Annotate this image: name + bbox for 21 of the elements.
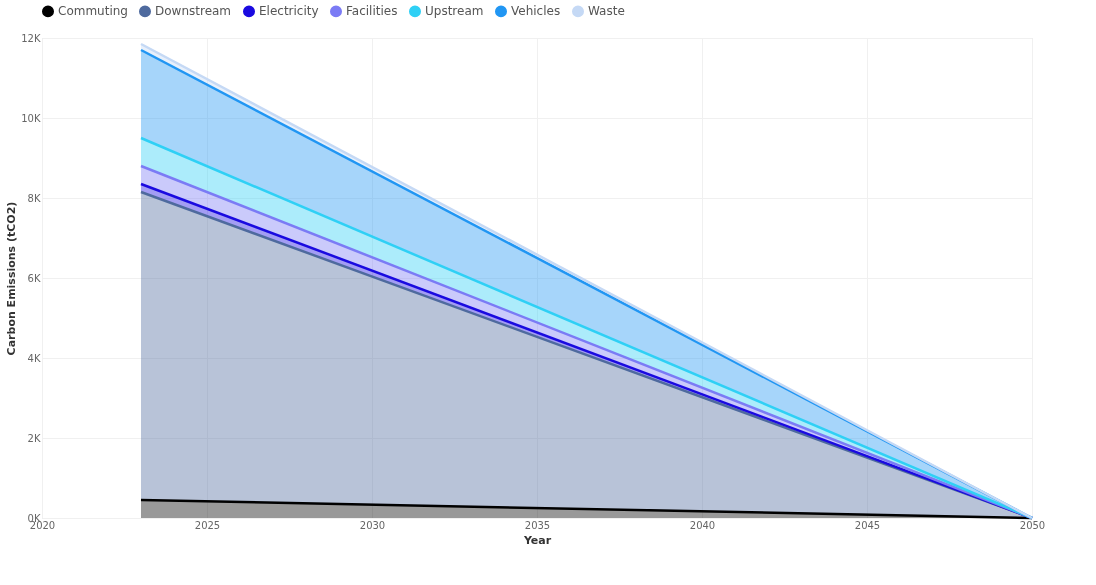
legend-label: Facilities	[346, 4, 398, 19]
y-axis-title: Carbon Emissions (tCO2)	[5, 201, 19, 356]
x-tick-label: 2025	[194, 519, 221, 531]
y-tick-label: 10K	[21, 112, 41, 124]
legend-label: Electricity	[259, 4, 319, 19]
legend-label: Waste	[588, 4, 625, 19]
x-tick-label: 2045	[854, 519, 881, 531]
legend-label: Vehicles	[511, 4, 561, 19]
y-tick-label: 8K	[27, 192, 41, 204]
y-tick-label: 2K	[27, 432, 41, 444]
y-tick-label: 12K	[21, 32, 41, 44]
x-tick-label: 2030	[359, 519, 386, 531]
legend-label: Upstream	[425, 4, 484, 19]
y-tick-label: 4K	[27, 352, 41, 364]
x-tick-label: 2035	[524, 519, 551, 531]
y-tick-label: 6K	[27, 272, 41, 284]
x-tick-label: 2040	[689, 519, 716, 531]
legend-label: Downstream	[155, 4, 232, 19]
legend-label: Commuting	[58, 4, 128, 19]
x-tick-label: 2050	[1019, 519, 1046, 531]
x-axis-title: Year	[522, 533, 552, 547]
